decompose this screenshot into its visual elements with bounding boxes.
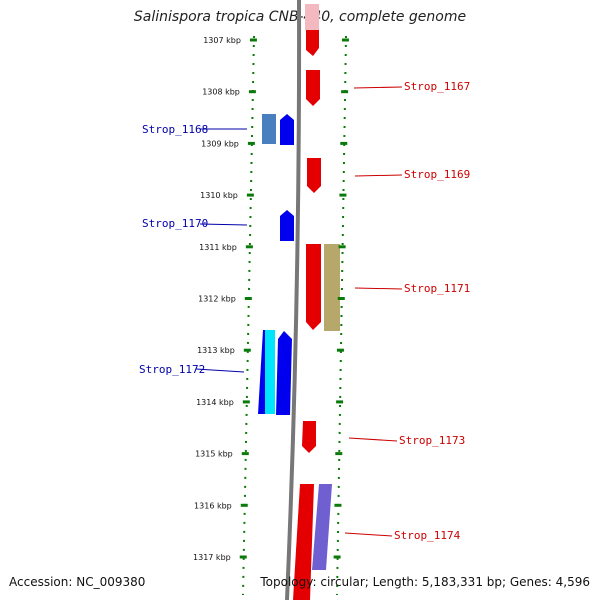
- gene-label-right[interactable]: Strop_1173: [399, 434, 465, 447]
- gene-label-left[interactable]: Strop_1168: [142, 123, 208, 136]
- gene-feature[interactable]: [306, 30, 319, 56]
- gene-feature-strop-1173[interactable]: [302, 421, 316, 453]
- gene-label-right[interactable]: Strop_1169: [404, 168, 470, 181]
- gene-feature-strop-1168-b[interactable]: [280, 114, 294, 145]
- scale-label: 1313 kbp: [197, 346, 235, 355]
- gene-feature-bottom[interactable]: [294, 594, 306, 600]
- scale-label: 1315 kbp: [195, 450, 233, 459]
- gene-feature-strop-1171-b[interactable]: [324, 244, 340, 331]
- accession-text: Accession: NC_009380: [9, 575, 146, 589]
- label-connector-strop-1172: [195, 368, 245, 373]
- scale-label: 1309 kbp: [201, 139, 239, 148]
- label-connector-strop-1169: [354, 174, 403, 177]
- scale-label: 1307 kbp: [203, 36, 241, 45]
- gene-feature-strop-1169[interactable]: [307, 158, 321, 193]
- scale-label: 1308 kbp: [202, 88, 240, 97]
- label-connector-strop-1170: [199, 223, 248, 226]
- scale-label: 1314 kbp: [196, 398, 234, 407]
- topology-text: Topology: circular; Length: 5,183,331 bp…: [260, 575, 590, 589]
- right-track-line: [336, 35, 347, 596]
- label-connector-strop-1173: [348, 437, 398, 442]
- gene-feature-strop-1174-b[interactable]: [312, 484, 332, 570]
- gene-feature-strop-1168-a[interactable]: [262, 114, 276, 144]
- gene-feature-strop-1171-a[interactable]: [306, 244, 321, 330]
- gene-label-right[interactable]: Strop_1174: [394, 529, 461, 542]
- gene-feature-strop-1170[interactable]: [280, 210, 294, 241]
- gene-label-left[interactable]: Strop_1170: [142, 217, 208, 230]
- scale-label: 1310 kbp: [200, 191, 238, 200]
- gene-label-right[interactable]: Strop_1167: [404, 80, 470, 93]
- gene-label-left[interactable]: Strop_1172: [139, 363, 205, 376]
- gene-label-right[interactable]: Strop_1171: [404, 282, 470, 295]
- scale-label: 1311 kbp: [199, 243, 237, 252]
- scale-label: 1316 kbp: [194, 501, 232, 510]
- genome-backbone: [285, 0, 302, 600]
- feature-pink-top[interactable]: [305, 4, 319, 30]
- scale-axis: 1307 kbp 1308 kbp 1309 kbp 1310 kbp 1311 kbp…: [193, 36, 349, 562]
- label-connector-strop-1174: [344, 532, 393, 537]
- scale-label: 1312 kbp: [198, 295, 236, 304]
- label-connector-strop-1167: [353, 86, 403, 89]
- gene-feature-strop-1172-c[interactable]: [276, 331, 292, 415]
- scale-label: 1317 kbp: [193, 553, 231, 562]
- label-connector-strop-1171: [354, 287, 403, 290]
- gene-feature-strop-1172-b[interactable]: [265, 330, 275, 414]
- gene-feature-strop-1167[interactable]: [306, 70, 320, 106]
- gene-feature-strop-1174-a[interactable]: [293, 484, 314, 600]
- left-track-line: [242, 35, 255, 596]
